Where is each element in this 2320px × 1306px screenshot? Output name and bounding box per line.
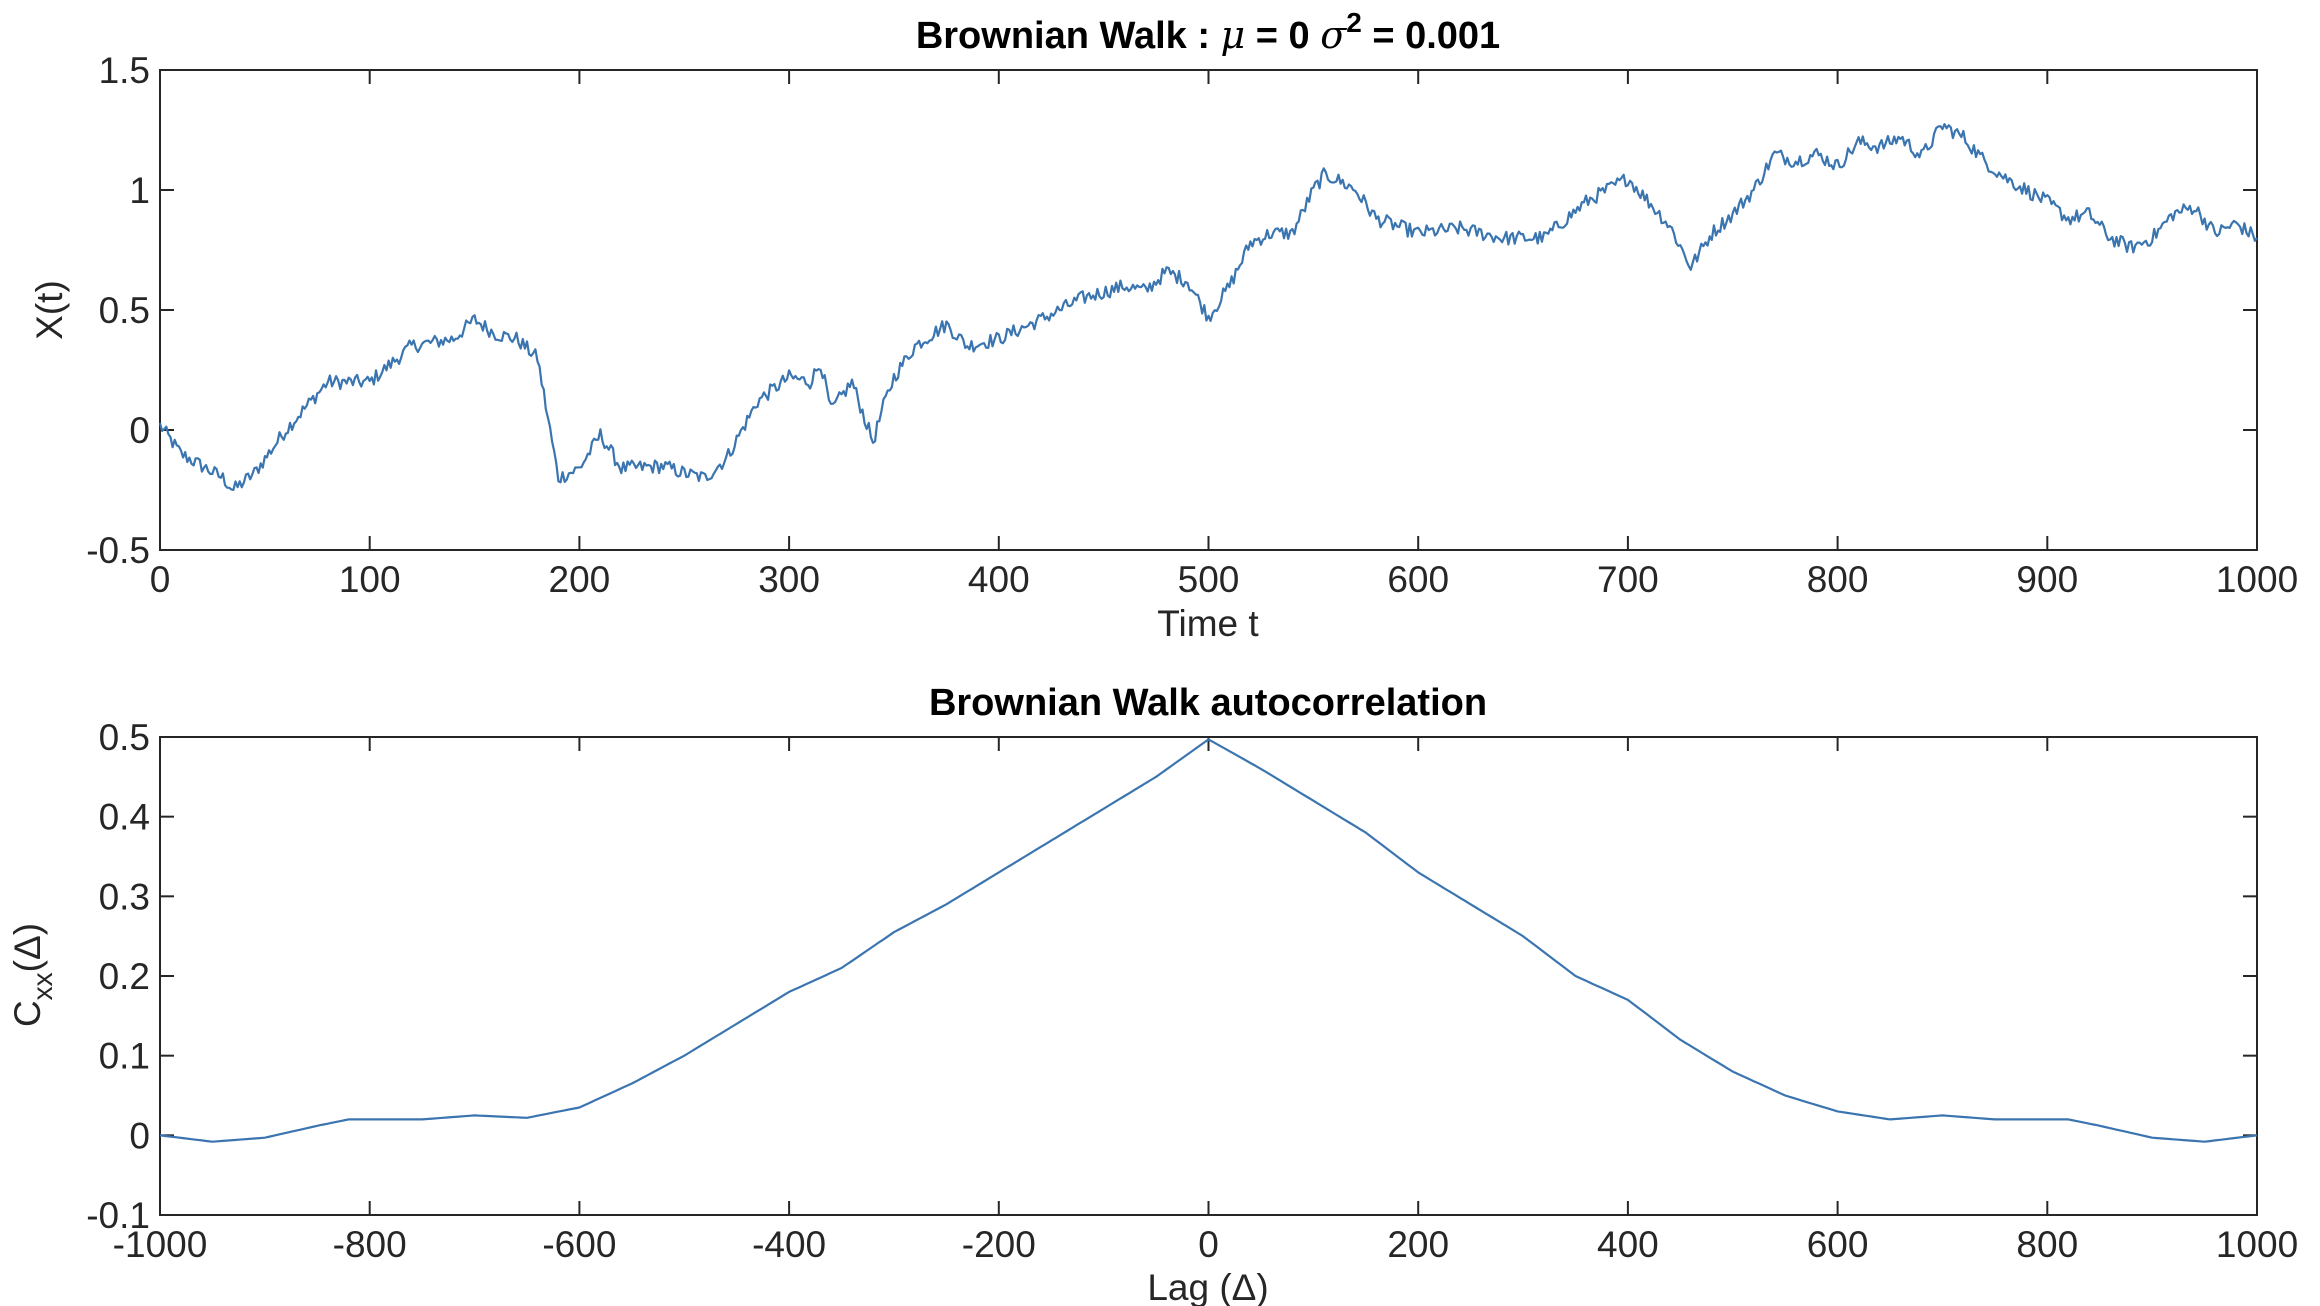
bottom-chart-title: Brownian Walk autocorrelation <box>929 682 1487 724</box>
x-tick-label: -600 <box>542 1224 616 1265</box>
x-tick-label: 0 <box>150 559 171 600</box>
x-tick-label: 300 <box>758 559 820 600</box>
y-tick-label: -0.5 <box>86 530 150 571</box>
y-tick-label: 0 <box>129 410 150 451</box>
x-tick-label: 800 <box>1807 559 1869 600</box>
y-tick-label: 0.5 <box>99 717 150 758</box>
x-tick-label: 800 <box>2016 1224 2078 1265</box>
y-tick-label: 0.4 <box>99 797 150 838</box>
y-tick-label: 0.3 <box>99 876 150 917</box>
y-tick-label: 1 <box>129 170 150 211</box>
bottom-y-tick-labels: -0.1 0 0.1 0.2 0.3 0.4 0.5 <box>86 717 150 1236</box>
top-panel: Brownian Walk : μ = 0 σ2 = 0.001 0 100 200… <box>29 7 2298 644</box>
y-tick-label: 1.5 <box>99 50 150 91</box>
bottom-plot-frame <box>159 736 2258 1216</box>
top-x-axis-label: Time t <box>1157 603 1259 644</box>
x-tick-label: 900 <box>2016 559 2078 600</box>
top-chart-title: Brownian Walk : μ = 0 σ2 = 0.001 <box>916 7 1500 57</box>
bottom-x-axis-label: Lag (Δ) <box>1147 1267 1268 1306</box>
top-plot-frame <box>159 69 2258 551</box>
x-tick-label: 1000 <box>2216 1224 2298 1265</box>
autocorrelation-line <box>159 738 2258 1143</box>
x-tick-label: 200 <box>549 559 611 600</box>
x-tick-label: 600 <box>1387 559 1449 600</box>
x-tick-label: 500 <box>1178 559 1240 600</box>
bottom-y-axis-label: Cxx(Δ) <box>7 923 58 1027</box>
top-y-tick-labels: -0.5 0 0.5 1 1.5 <box>86 50 150 571</box>
y-tick-label: 0 <box>129 1115 150 1156</box>
top-x-tick-labels: 0 100 200 300 400 500 600 700 800 900 1000 <box>150 559 2298 600</box>
x-tick-label: -400 <box>752 1224 826 1265</box>
x-tick-label: 700 <box>1597 559 1659 600</box>
x-tick-label: 400 <box>968 559 1030 600</box>
top-y-axis-label: X(t) <box>29 280 70 340</box>
x-tick-label: -800 <box>333 1224 407 1265</box>
x-tick-label: 0 <box>1198 1224 1219 1265</box>
bottom-tick-marks <box>159 736 2258 1216</box>
x-tick-label: 200 <box>1387 1224 1449 1265</box>
top-tick-marks <box>159 69 2258 551</box>
x-tick-label: 400 <box>1597 1224 1659 1265</box>
y-tick-label: 0.1 <box>99 1036 150 1077</box>
x-tick-label: 100 <box>339 559 401 600</box>
brownian-walk-line <box>158 122 2258 491</box>
x-tick-label: 600 <box>1807 1224 1869 1265</box>
bottom-panel: Brownian Walk autocorrelation -1000 -800-… <box>7 682 2298 1306</box>
y-tick-label: -0.1 <box>86 1195 150 1236</box>
x-tick-label: -200 <box>962 1224 1036 1265</box>
bottom-x-tick-labels: -1000 -800 -600 -400 -200 0 200 400 600 800 1000 <box>113 1224 2298 1265</box>
x-tick-label: -1000 <box>113 1224 208 1265</box>
y-tick-label: 0.2 <box>99 956 150 997</box>
x-tick-label: 1000 <box>2216 559 2298 600</box>
y-tick-label: 0.5 <box>99 290 150 331</box>
